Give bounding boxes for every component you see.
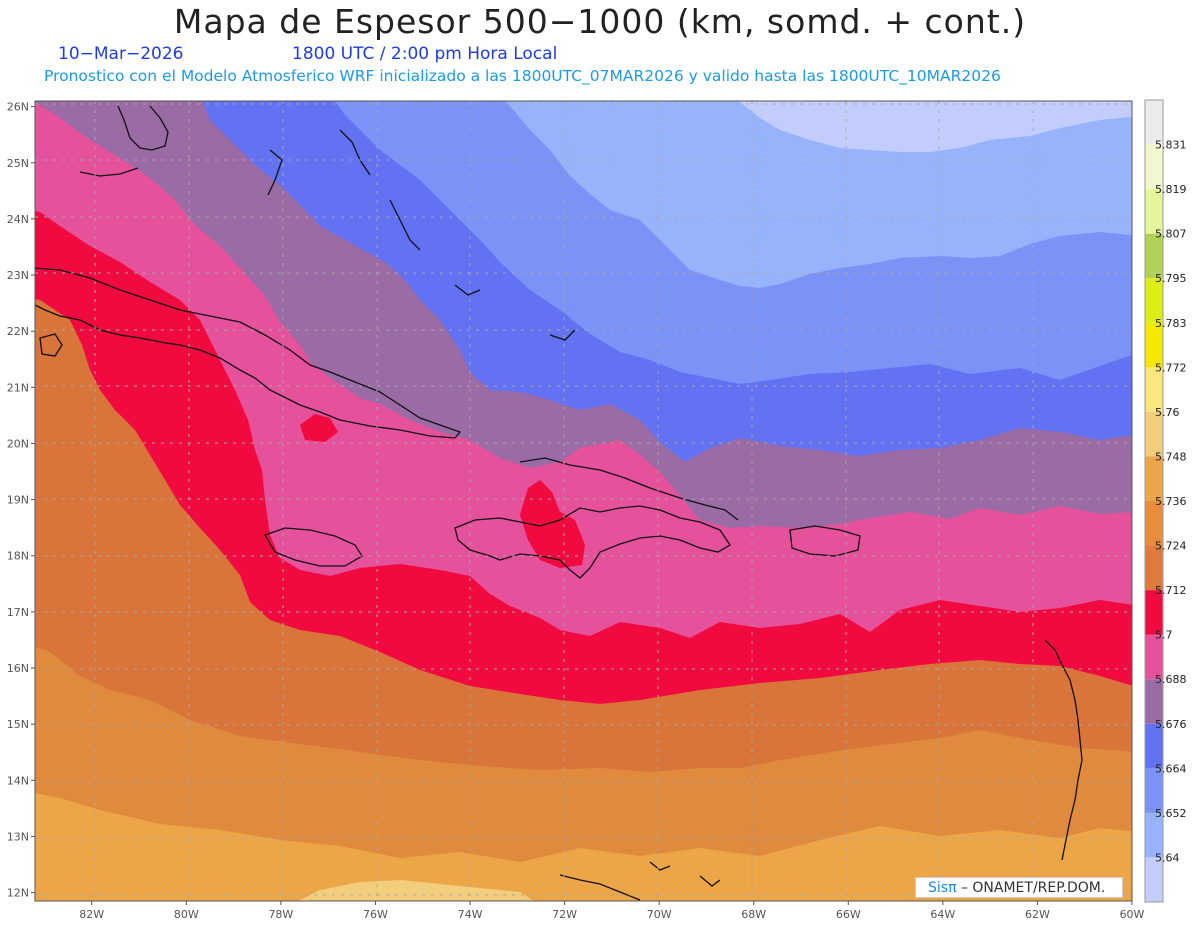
credit-brand: Sisπ	[928, 880, 957, 896]
cuba-coast	[35, 267, 462, 439]
legend-frame	[1144, 99, 1164, 903]
lat-tick-label: 20N	[7, 437, 29, 450]
credit-box: Sisπ – ONAMET/REP.DOM.	[915, 877, 1123, 898]
lon-tick-label: 76W	[363, 908, 388, 921]
florida-coast	[117, 105, 169, 151]
lon-tick-label: 66W	[836, 908, 861, 921]
valid-time: 1800 UTC / 2:00 pm Hora Local	[292, 44, 558, 64]
band-5.700-patch	[520, 480, 585, 568]
lon-tick-label: 60W	[1120, 908, 1145, 921]
isla-juventud	[39, 333, 63, 357]
legend-swatch	[1145, 100, 1163, 145]
band-5.748	[298, 880, 534, 901]
venezuela-coast	[559, 874, 641, 901]
lon-axis: 82W 80W 78W 76W 74W 72W 70W 68W 66W 64W 62W 60W	[79, 901, 1145, 921]
lon-tick-label: 82W	[79, 908, 104, 921]
band-below-5.640	[738, 101, 1132, 152]
legend-swatch	[1145, 501, 1163, 546]
lat-tick-label: 15N	[7, 718, 29, 731]
lon-tick-label: 78W	[268, 908, 293, 921]
credit-text: – ONAMET/REP.DOM.	[960, 880, 1106, 896]
haiti-north	[519, 457, 739, 521]
hispaniola-coast	[454, 505, 731, 579]
lat-tick-label: 17N	[7, 606, 29, 619]
lat-tick-label: 14N	[7, 774, 29, 787]
legend-swatch	[1145, 456, 1163, 501]
legend-level-label: 5.712	[1155, 584, 1187, 597]
legend-level-label: 5.807	[1155, 228, 1187, 241]
thickness-bands	[35, 101, 1132, 901]
lat-tick-label: 12N	[7, 887, 29, 900]
legend-swatch	[1145, 812, 1163, 858]
lat-axis: 12N 13N 14N 15N 16N 17N 18N 19N 20N 21N 22N 23N 24N 2…	[7, 101, 35, 900]
legend-swatch	[1145, 189, 1163, 234]
legend-level-label: 5.831	[1155, 139, 1187, 152]
lon-tick-label: 64W	[930, 908, 955, 921]
legend-swatch	[1145, 233, 1163, 279]
map-title: Mapa de Espesor 500−1000 (km, somd. + co…	[173, 2, 1027, 41]
legend-level-label: 5.76	[1155, 406, 1180, 419]
turks-caicos	[549, 329, 576, 341]
band-5.640	[505, 101, 1132, 288]
keys	[79, 167, 139, 177]
lat-tick-label: 19N	[7, 494, 29, 507]
legend-level-label: 5.795	[1155, 272, 1187, 285]
legend-level-label: 5.748	[1155, 450, 1187, 463]
lat-tick-label: 16N	[7, 662, 29, 675]
legend-swatch	[1145, 367, 1163, 412]
legend-swatch	[1145, 857, 1163, 902]
legend-swatch	[1145, 278, 1163, 323]
lat-tick-label: 22N	[7, 325, 29, 338]
legend-swatch	[1145, 634, 1163, 680]
legend-level-label: 5.652	[1155, 807, 1187, 820]
graticule	[35, 101, 1132, 901]
lon-tick-label: 80W	[174, 908, 199, 921]
legend-swatch	[1145, 590, 1163, 635]
legend-swatch	[1145, 723, 1163, 769]
venezuela-coast-2	[699, 875, 721, 887]
bahamas-1	[267, 149, 283, 196]
lesser-antilles	[1044, 639, 1083, 861]
legend-swatch	[1145, 545, 1163, 591]
legend-level-label: 5.819	[1155, 183, 1187, 196]
legend-swatch	[1145, 411, 1163, 457]
lat-tick-label: 24N	[7, 213, 29, 226]
lon-tick-label: 72W	[552, 908, 577, 921]
legend-level-label: 5.783	[1155, 317, 1187, 330]
color-legend: 5.64 5.652 5.664 5.676 5.688 5.7 5.712 5.724 5.7…	[1144, 99, 1187, 903]
forecast-info: Pronostico con el Modelo Atmosferico WRF…	[44, 67, 1001, 85]
legend-level-label: 5.7	[1155, 629, 1173, 642]
bahamas-2	[339, 129, 371, 176]
lon-tick-label: 68W	[741, 908, 766, 921]
aruba-curacao	[649, 861, 671, 871]
legend-level-label: 5.688	[1155, 673, 1187, 686]
legend-level-label: 5.676	[1155, 718, 1187, 731]
lat-tick-label: 18N	[7, 550, 29, 563]
legend-swatch	[1145, 144, 1163, 190]
legend-level-label: 5.724	[1155, 540, 1187, 553]
lat-tick-label: 21N	[7, 381, 29, 394]
lat-tick-label: 25N	[7, 157, 29, 170]
lat-tick-label: 26N	[7, 101, 29, 114]
lat-tick-label: 13N	[7, 830, 29, 843]
legend-level-label: 5.664	[1155, 762, 1187, 775]
legend-level-label: 5.736	[1155, 495, 1187, 508]
lon-tick-label: 74W	[458, 908, 483, 921]
legend-swatch	[1145, 322, 1163, 368]
map-frame	[34, 100, 1133, 902]
legend-level-label: 5.64	[1155, 851, 1180, 864]
puerto-rico-coast	[789, 525, 861, 557]
valid-date: 10−Mar−2026	[58, 44, 184, 64]
bahamas-4	[454, 284, 481, 296]
bahamas-3	[389, 199, 421, 251]
legend-swatch	[1145, 679, 1163, 724]
lon-tick-label: 70W	[647, 908, 672, 921]
lat-tick-label: 23N	[7, 269, 29, 282]
band-5.700-patch	[300, 414, 338, 442]
lon-tick-label: 62W	[1025, 908, 1050, 921]
legend-level-label: 5.772	[1155, 361, 1187, 374]
legend-swatch	[1145, 768, 1163, 813]
